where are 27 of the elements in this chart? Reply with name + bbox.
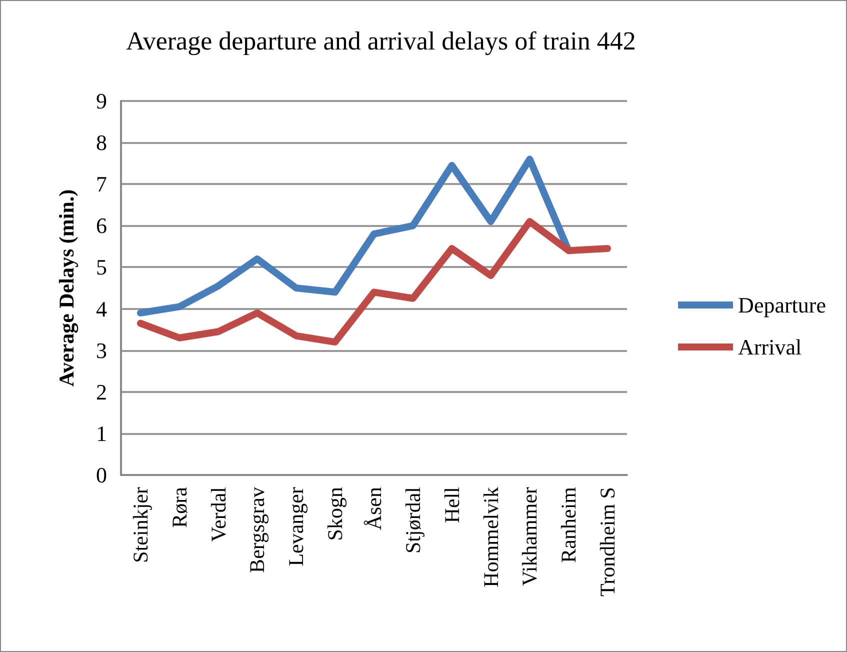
y-tick-label: 9 <box>96 88 107 114</box>
x-tick-label: Bergsgrav <box>245 486 270 573</box>
x-tick-label: Steinkjer <box>128 487 152 563</box>
y-tick-label: 6 <box>96 213 107 238</box>
x-tick-label: Levanger <box>284 487 308 566</box>
x-tick-label: Hommelvik <box>478 486 503 588</box>
x-tick-label: Verdal <box>206 486 230 542</box>
legend-label: Arrival <box>738 334 802 360</box>
y-tick-label: 2 <box>96 379 107 404</box>
x-tick-label: Vikhammer <box>518 487 542 586</box>
x-tick-label: Skogn <box>323 486 348 541</box>
x-tick-label: Trondheim S <box>596 487 620 597</box>
x-tick-label: Hell <box>440 486 464 524</box>
y-tick-label: 0 <box>96 462 107 488</box>
chart-title: Average departure and arrival delays of train 442 <box>126 26 636 56</box>
x-tick-label: Stjørdal <box>400 486 425 554</box>
x-tick-label: Ranheim <box>556 487 581 563</box>
y-tick-label: 4 <box>96 296 107 322</box>
y-axis-title: Average Delays (min.) <box>54 189 78 387</box>
y-tick-label: 5 <box>96 254 107 280</box>
y-tick-label: 3 <box>96 338 107 363</box>
y-tick-label: 7 <box>96 172 107 197</box>
legend-label: Departure <box>738 292 826 318</box>
y-tick-label: 1 <box>96 420 107 446</box>
x-tick-label: Røra <box>167 486 192 528</box>
y-tick-label: 8 <box>96 130 107 156</box>
x-tick-label: Åsen <box>362 486 386 530</box>
